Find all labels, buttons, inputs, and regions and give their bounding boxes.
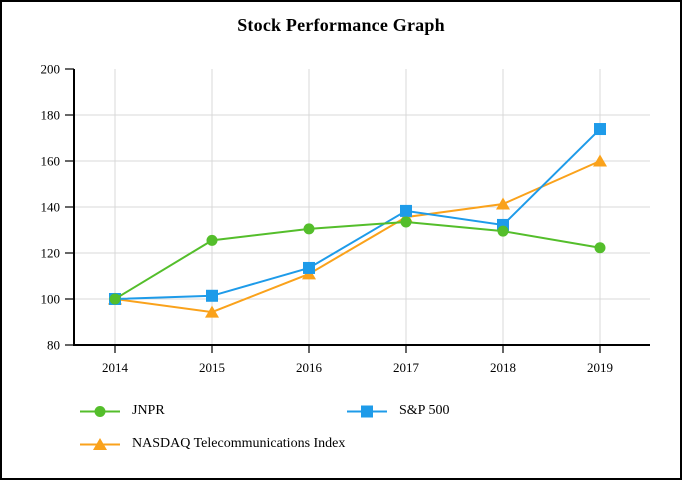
- circle-marker-icon: [206, 234, 218, 246]
- x-tick-label: 2015: [199, 360, 225, 375]
- legend-label: S&P 500: [399, 403, 450, 418]
- y-tick-label: 160: [41, 154, 61, 169]
- square-marker-icon: [361, 405, 373, 417]
- series-line: [114, 128, 601, 300]
- triangle-marker-icon: [593, 154, 607, 167]
- circle-marker-icon: [497, 225, 509, 237]
- circle-marker-icon: [94, 405, 106, 417]
- x-tick-label: 2017: [393, 360, 420, 375]
- legend-item: S&P 500: [347, 403, 449, 419]
- circle-marker-icon: [594, 242, 606, 254]
- series-line: [114, 160, 601, 314]
- series-line: [114, 220, 601, 300]
- y-tick-label: 80: [47, 338, 60, 353]
- legend-label: NASDAQ Telecommunications Index: [132, 436, 346, 451]
- square-marker-icon: [303, 261, 315, 274]
- x-tick-label: 2019: [587, 360, 613, 375]
- legend-sample: [80, 405, 120, 417]
- circle-marker-icon: [400, 216, 412, 228]
- x-tick-label: 2014: [102, 360, 129, 375]
- legend-sample: [80, 437, 120, 450]
- square-marker-icon: [400, 204, 412, 217]
- circle-marker-icon: [109, 293, 121, 305]
- triangle-marker-icon: [205, 305, 219, 318]
- triangle-marker-icon: [496, 197, 510, 210]
- y-tick-label: 120: [41, 246, 61, 261]
- y-tick-label: 200: [41, 62, 61, 77]
- legend-sample: [347, 405, 387, 417]
- x-tick-label: 2016: [296, 360, 323, 375]
- square-marker-icon: [206, 289, 218, 302]
- square-marker-icon: [594, 123, 606, 136]
- x-tick-label: 2018: [490, 360, 516, 375]
- legend-label: JNPR: [132, 403, 165, 418]
- y-tick-label: 140: [41, 200, 61, 215]
- series-circle: [109, 216, 606, 305]
- series-square: [109, 123, 606, 305]
- legend-item: NASDAQ Telecommunications Index: [80, 436, 345, 452]
- legend-item: JNPR: [80, 403, 165, 419]
- y-tick-label: 100: [41, 292, 61, 307]
- y-tick-label: 180: [41, 108, 61, 123]
- chart-title: Stock Performance Graph: [237, 15, 445, 35]
- circle-marker-icon: [303, 223, 315, 235]
- triangle-marker-icon: [93, 437, 107, 450]
